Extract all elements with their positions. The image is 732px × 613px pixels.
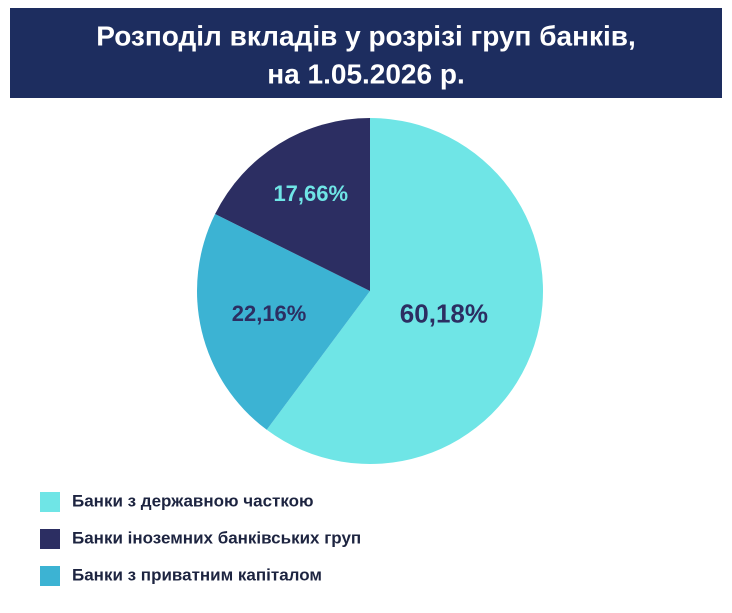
data-label: 22,16% [232,301,307,326]
legend-swatch [40,492,60,512]
pie-slice [196,214,370,430]
pie-slice [266,118,544,464]
legend-swatch [40,529,60,549]
legend-label: Банки з державною часткою [72,491,314,510]
chart-subtitle: на 1.05.2026 р. [267,58,465,89]
chart-title: Розподіл вкладів у розрізі груп банків, [96,20,636,51]
data-label: 60,18% [400,298,488,328]
data-label: 17,66% [273,181,348,206]
pie-slice [215,118,370,291]
header-band [10,8,722,98]
legend-swatch [40,566,60,586]
legend-label: Банки з приватним капіталом [72,565,322,584]
legend-label: Банки іноземних банківських груп [72,528,361,547]
